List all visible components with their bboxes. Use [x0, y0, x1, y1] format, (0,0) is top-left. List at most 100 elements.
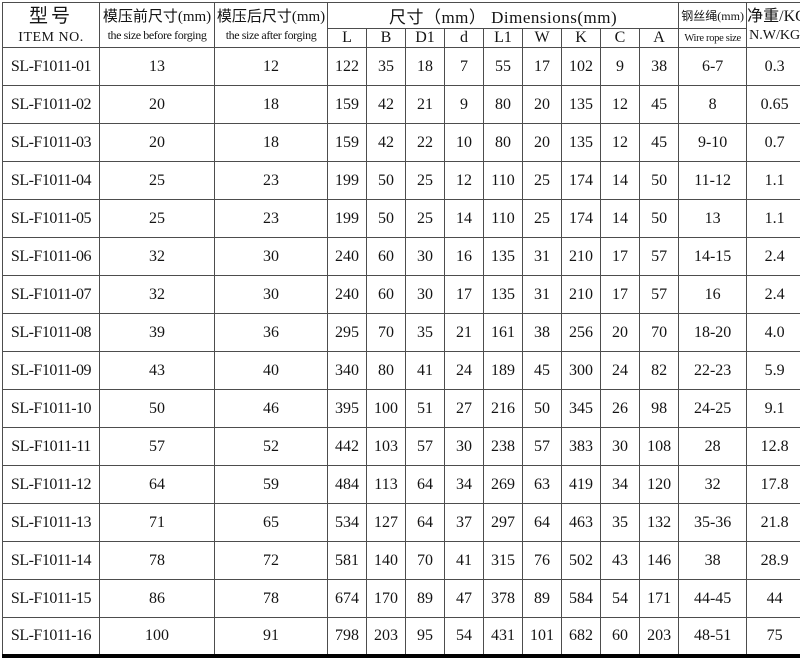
- value-cell: 6-7: [679, 48, 747, 86]
- value-cell: 42: [367, 124, 406, 162]
- value-cell: 57: [100, 428, 215, 466]
- value-cell: 584: [562, 580, 601, 618]
- value-cell: 256: [562, 314, 601, 352]
- item-no-cell: SL-F1011-15: [3, 580, 100, 618]
- value-cell: 24: [601, 352, 640, 390]
- value-cell: 41: [406, 352, 445, 390]
- col-header-net-weight: 净重/KG N.W/KG: [747, 3, 800, 48]
- value-cell: 24: [445, 352, 484, 390]
- size-after-label-en: the size after forging: [215, 27, 327, 43]
- value-cell: 171: [640, 580, 679, 618]
- value-cell: 203: [640, 618, 679, 656]
- size-before-label-en: the size before forging: [100, 27, 214, 43]
- value-cell: 35: [601, 504, 640, 542]
- value-cell: 32: [679, 466, 747, 504]
- value-cell: 95: [406, 618, 445, 656]
- value-cell: 12: [445, 162, 484, 200]
- value-cell: 13: [100, 48, 215, 86]
- value-cell: 20: [601, 314, 640, 352]
- value-cell: 16: [445, 238, 484, 276]
- value-cell: 75: [747, 618, 800, 656]
- value-cell: 17.8: [747, 466, 800, 504]
- value-cell: 18: [215, 86, 328, 124]
- value-cell: 21: [406, 86, 445, 124]
- value-cell: 28.9: [747, 542, 800, 580]
- value-cell: 80: [484, 86, 523, 124]
- value-cell: 170: [367, 580, 406, 618]
- value-cell: 11-12: [679, 162, 747, 200]
- value-cell: 60: [367, 276, 406, 314]
- value-cell: 108: [640, 428, 679, 466]
- value-cell: 110: [484, 162, 523, 200]
- value-cell: 300: [562, 352, 601, 390]
- value-cell: 64: [406, 504, 445, 542]
- value-cell: 23: [215, 200, 328, 238]
- value-cell: 30: [406, 238, 445, 276]
- value-cell: 59: [215, 466, 328, 504]
- value-cell: 25: [406, 162, 445, 200]
- value-cell: 8: [679, 86, 747, 124]
- value-cell: 16: [679, 276, 747, 314]
- value-cell: 30: [215, 276, 328, 314]
- value-cell: 14-15: [679, 238, 747, 276]
- value-cell: 798: [328, 618, 367, 656]
- value-cell: 50: [100, 390, 215, 428]
- item-no-cell: SL-F1011-01: [3, 48, 100, 86]
- value-cell: 22: [406, 124, 445, 162]
- value-cell: 431: [484, 618, 523, 656]
- value-cell: 297: [484, 504, 523, 542]
- value-cell: 315: [484, 542, 523, 580]
- value-cell: 442: [328, 428, 367, 466]
- value-cell: 71: [100, 504, 215, 542]
- value-cell: 30: [445, 428, 484, 466]
- value-cell: 189: [484, 352, 523, 390]
- value-cell: 34: [445, 466, 484, 504]
- value-cell: 378: [484, 580, 523, 618]
- value-cell: 682: [562, 618, 601, 656]
- value-cell: 60: [601, 618, 640, 656]
- value-cell: 44-45: [679, 580, 747, 618]
- value-cell: 45: [523, 352, 562, 390]
- value-cell: 70: [640, 314, 679, 352]
- value-cell: 269: [484, 466, 523, 504]
- value-cell: 31: [523, 276, 562, 314]
- value-cell: 17: [523, 48, 562, 86]
- value-cell: 2.4: [747, 238, 800, 276]
- value-cell: 50: [523, 390, 562, 428]
- value-cell: 238: [484, 428, 523, 466]
- value-cell: 5.9: [747, 352, 800, 390]
- value-cell: 55: [484, 48, 523, 86]
- value-cell: 101: [523, 618, 562, 656]
- value-cell: 42: [367, 86, 406, 124]
- value-cell: 21: [445, 314, 484, 352]
- col-header-L: L: [328, 29, 367, 48]
- value-cell: 12: [215, 48, 328, 86]
- value-cell: 161: [484, 314, 523, 352]
- value-cell: 78: [100, 542, 215, 580]
- value-cell: 674: [328, 580, 367, 618]
- value-cell: 25: [523, 200, 562, 238]
- value-cell: 38: [640, 48, 679, 86]
- item-no-cell: SL-F1011-06: [3, 238, 100, 276]
- value-cell: 20: [100, 86, 215, 124]
- value-cell: 340: [328, 352, 367, 390]
- table-header: 型号 ITEM NO. 模压前尺寸(mm) the size before fo…: [3, 3, 800, 48]
- value-cell: 25: [100, 200, 215, 238]
- value-cell: 25: [406, 200, 445, 238]
- value-cell: 48-51: [679, 618, 747, 656]
- value-cell: 14: [601, 162, 640, 200]
- value-cell: 9: [445, 86, 484, 124]
- header-row-1: 型号 ITEM NO. 模压前尺寸(mm) the size before fo…: [3, 3, 800, 29]
- value-cell: 21.8: [747, 504, 800, 542]
- value-cell: 216: [484, 390, 523, 428]
- value-cell: 20: [100, 124, 215, 162]
